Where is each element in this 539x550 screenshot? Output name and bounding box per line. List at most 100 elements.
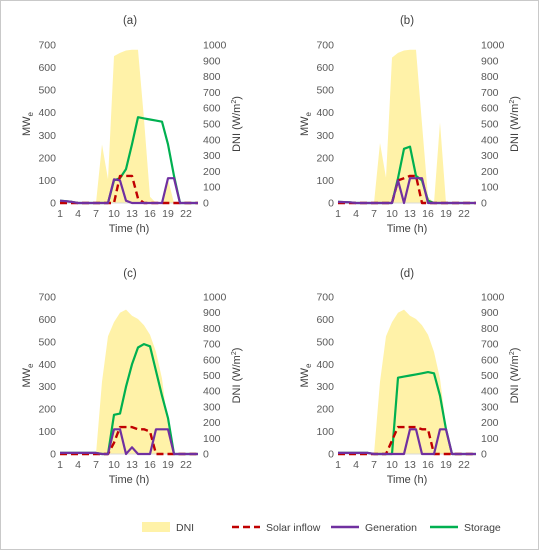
y2-tick-label: 0 (481, 449, 487, 461)
chart-title: (c) (123, 268, 137, 280)
y2-tick-label: 100 (203, 182, 221, 194)
x-tick-label: 13 (126, 459, 138, 471)
y-tick-label: 500 (38, 85, 56, 97)
y-tick-label: 0 (328, 198, 334, 210)
y2-tick-label: 500 (481, 119, 499, 131)
y2-tick-label: 500 (203, 370, 221, 382)
x-tick-label: 7 (371, 459, 377, 471)
chart-title: (a) (123, 15, 137, 27)
y2-tick-label: 700 (481, 339, 499, 351)
series-generation-line (60, 428, 198, 456)
y-axis-label-main: MW (21, 367, 33, 387)
chart-title: (b) (400, 15, 414, 27)
x-tick-label: 19 (440, 208, 452, 220)
y-tick-label: 100 (38, 426, 56, 438)
y2-tick-label: 900 (481, 307, 499, 319)
y2-tick-label: 900 (481, 55, 499, 67)
y-tick-label: 600 (316, 62, 334, 74)
y2-tick-label: 300 (481, 401, 499, 413)
y-tick-label: 200 (316, 152, 334, 164)
y-axis-label: MWe (21, 111, 35, 136)
y2-tick-label: 200 (481, 417, 499, 429)
x-tick-label: 13 (126, 208, 138, 220)
y2-tick-label: 1000 (203, 40, 227, 52)
legend-item-solar-inflow: Solar inflow (232, 522, 321, 534)
y2-tick-label: 900 (203, 307, 221, 319)
x-tick-label: 4 (353, 208, 359, 220)
y-tick-label: 300 (316, 381, 334, 393)
series-dni-area (338, 49, 476, 204)
y-tick-label: 600 (316, 314, 334, 326)
y2-tick-label: 400 (203, 134, 221, 146)
y2-tick-label: 100 (203, 433, 221, 445)
y-tick-label: 400 (316, 107, 334, 119)
y2-tick-label: 100 (481, 182, 499, 194)
y2-tick-label: 700 (481, 87, 499, 99)
x-tick-label: 19 (162, 459, 174, 471)
legend-label: Storage (464, 522, 501, 534)
y-tick-label: 400 (38, 359, 56, 371)
y-tick-label: 0 (50, 198, 56, 210)
x-tick-label: 4 (75, 208, 81, 220)
legend-item-storage: Storage (430, 522, 501, 534)
x-tick-label: 13 (404, 459, 416, 471)
y-tick-label: 500 (316, 336, 334, 348)
y-tick-label: 500 (38, 336, 56, 348)
y-axis-label-main: MW (21, 116, 33, 136)
y-tick-label: 700 (38, 40, 56, 52)
y2-axis-label-end: ) (509, 348, 521, 352)
y-tick-label: 200 (38, 404, 56, 416)
y2-tick-label: 500 (203, 119, 221, 131)
y-tick-label: 400 (316, 359, 334, 371)
y2-axis-label: DNI (W/m2) (231, 96, 243, 152)
y-tick-label: 0 (328, 449, 334, 461)
y2-tick-label: 400 (481, 134, 499, 146)
series-generation-line (59, 177, 198, 205)
y2-axis-label-main: DNI (W/m (231, 104, 243, 152)
y-tick-label: 300 (38, 381, 56, 393)
x-tick-label: 13 (404, 208, 416, 220)
x-tick-label: 4 (75, 459, 81, 471)
y-tick-label: 500 (316, 85, 334, 97)
y2-tick-label: 100 (481, 433, 499, 445)
x-tick-label: 1 (335, 208, 341, 220)
y-axis-label-sub: e (304, 363, 313, 368)
y-tick-label: 200 (38, 152, 56, 164)
x-tick-label: 16 (422, 208, 434, 220)
series-dni-area (60, 309, 198, 454)
y2-axis-label: DNI (W/m2) (509, 348, 521, 404)
y-tick-label: 600 (38, 314, 56, 326)
series-generation-line (338, 428, 476, 456)
y-tick-label: 700 (316, 292, 334, 304)
y2-tick-label: 900 (203, 55, 221, 67)
x-tick-label: 16 (144, 208, 156, 220)
y2-tick-label: 600 (481, 354, 499, 366)
y-axis-label-sub: e (26, 363, 35, 368)
y-tick-label: 0 (50, 449, 56, 461)
y-tick-label: 600 (38, 62, 56, 74)
y-axis-label-main: MW (299, 116, 311, 136)
y2-axis-label-sup: 2 (231, 351, 238, 355)
y2-tick-label: 0 (203, 449, 209, 461)
x-tick-label: 22 (180, 208, 192, 220)
y2-tick-label: 0 (481, 198, 487, 210)
y2-tick-label: 300 (203, 401, 221, 413)
y2-tick-label: 800 (481, 71, 499, 83)
y-tick-label: 700 (38, 292, 56, 304)
chart-panel-2: (b) 0 100 200 300 400 500 600 700 0 100 200 300 400 50… (299, 15, 521, 235)
y2-tick-label: 400 (481, 386, 499, 398)
y2-tick-label: 1000 (481, 40, 505, 52)
x-tick-label: 1 (57, 459, 63, 471)
y2-tick-label: 400 (203, 386, 221, 398)
y2-axis-label: DNI (W/m2) (509, 96, 521, 152)
legend-item-generation: Generation (331, 522, 417, 534)
y2-tick-label: 700 (203, 87, 221, 99)
series-generation-line (337, 177, 476, 205)
x-axis-label: Time (h) (387, 474, 428, 486)
y2-tick-label: 200 (203, 417, 221, 429)
y-axis-label-sub: e (26, 111, 35, 116)
y2-tick-label: 200 (481, 166, 499, 178)
y2-axis-label-end: ) (231, 96, 243, 100)
y-tick-label: 100 (316, 426, 334, 438)
chart-panel-4: (d) 0 100 200 300 400 500 600 700 0 100 200 300 400 50… (299, 268, 521, 486)
